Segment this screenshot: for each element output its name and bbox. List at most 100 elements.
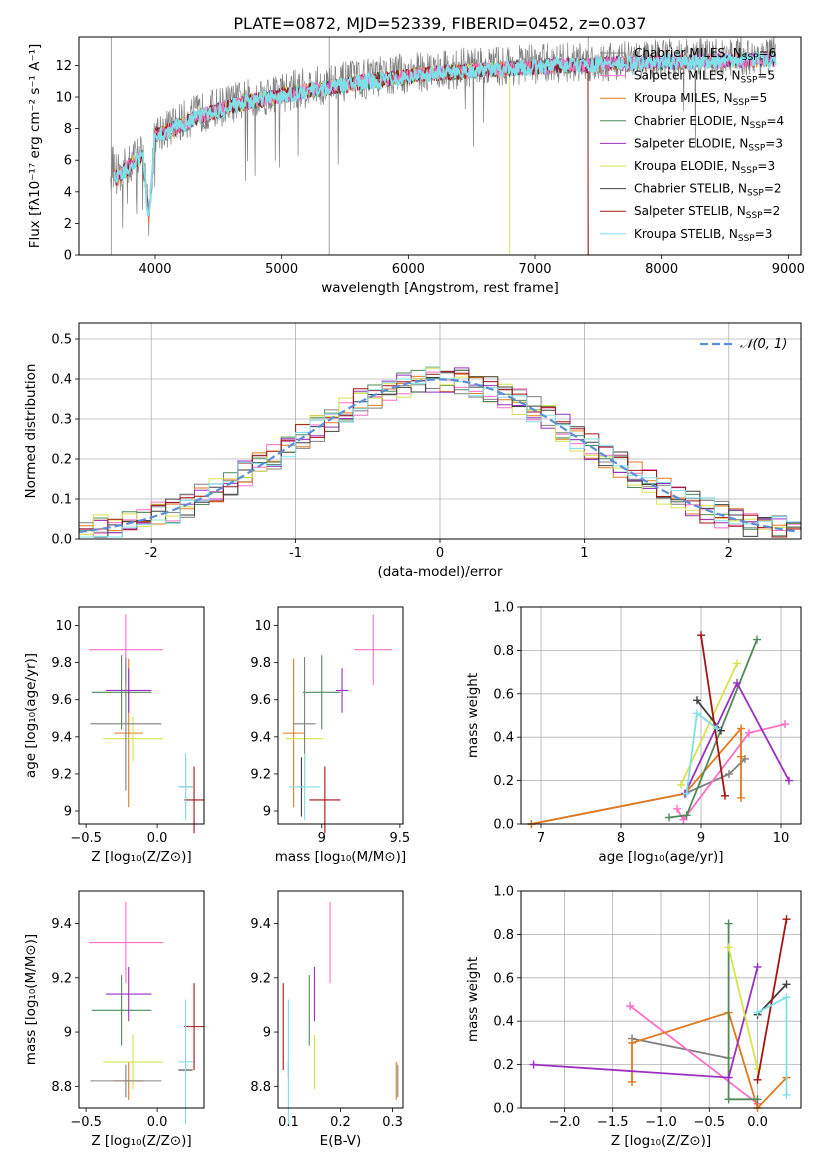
chart-age_vs_Z: −0.5 0.0 9 9.2 9.4 9.6 9.8 10 Z [log₁₀(Z/Z⊙)] age… [23,606,205,865]
weight-marker-series-3 [724,919,733,928]
weight-line-series-1 [676,723,786,822]
weight-marker-series-7 [753,1075,762,1084]
weight-line-series-7 [756,919,788,1080]
legend-label-7: Salpeter STELIB, NSSP=2 [634,204,780,221]
y-tick-label: 0.2 [51,453,72,468]
x-tick-label: 8000 [645,262,678,277]
y-tick-label: 9.4 [250,730,271,745]
chart-residual_hist: -2 -1 0 1 2 0.0 0.1 0.2 0.3 0.4 0.5 (data-model)/er… [23,322,802,580]
figure-title: PLATE=0872, MJD=52339, FIBERID=0452, z=0… [233,14,646,33]
y-tick-label: 0.0 [51,533,72,548]
plot-frame [520,890,802,1109]
weight-line-series-0 [531,758,746,825]
weight-marker-series-7 [782,915,791,924]
weight-marker-series-7 [721,791,729,800]
y-tick-label: 0.3 [51,413,72,428]
weight-marker-series-2 [737,724,745,733]
x-tick-label: 10 [773,831,790,846]
x-axis-label: E(B-V) [320,1133,362,1149]
x-tick-label: 0.0 [147,1115,168,1130]
legend-label-4: Salpeter ELODIE, NSSP=3 [634,136,783,153]
y-axis-label: mass [log₁₀(M/M⊙)] [23,934,39,1065]
weight-marker-series-4 [724,1073,733,1082]
x-axis-label: Z [log₁₀(Z/Z⊙)] [611,1133,711,1149]
legend-label-6: Chabrier STELIB, NSSP=2 [634,182,782,199]
y-tick-label: 9.6 [250,693,271,708]
histogram-steps [79,366,801,538]
y-tick-label: 10 [55,91,72,106]
x-tick-label: 5000 [265,262,298,277]
y-tick-label: 0.0 [493,818,514,833]
x-axis-label: (data-model)/error [377,564,503,580]
histogram-series-8 [79,366,801,538]
weight-line-series-0 [631,1037,729,1059]
weight-marker-series-1 [781,720,789,729]
legend-label-0: Chabrier MILES, NSSP=6 [634,46,776,63]
y-tick-label: 9 [64,805,72,820]
plot-frame [78,606,205,825]
chart-weight_vs_Z: −2.0 −1.5 −1.0 −0.5 0.0 0.0 0.2 0.4 0.6 0.8 1.0 Z [… [465,885,802,1149]
plot-frame [520,606,802,825]
y-axis-label: mass weight [465,673,481,758]
y-axis-label: Normed distribution [23,364,39,499]
x-tick-label: −1.5 [597,1115,629,1130]
x-axis-label: age [log₁₀(age/yr)] [598,849,723,865]
chart-spectrum: 4000 5000 6000 7000 8000 9000 0 2 4 6 8 10 12 wavelen… [27,36,805,296]
weight-line-series-1 [629,1005,759,1105]
spectrum-lines [110,37,777,255]
weight-marker-series-1 [673,804,681,813]
y-tick-label: 0.6 [493,971,514,986]
x-tick-label: 0.0 [747,1115,768,1130]
chart-mass_vs_ebv: 0.1 0.2 0.38.899.29.4E(B-V) [250,890,404,1149]
x-tick-label: 9 [697,831,705,846]
y-tick-label: 9.4 [51,730,72,745]
weight-marker-series-5 [677,780,685,789]
x-tick-label: 9.5 [390,831,411,846]
x-tick-label: 0.0 [147,831,168,846]
weight-marker-series-1 [745,728,753,737]
y-axis-label: Flux [fλ10⁻¹⁷ erg cm⁻² s⁻¹ A⁻¹] [27,44,43,249]
weight-marker-series-1 [679,815,688,824]
legend-label-1: Salpeter MILES, NSSP=5 [634,69,775,86]
model-line-series-8 [113,51,777,217]
x-tick-label: 9000 [772,262,805,277]
legend-label-3: Chabrier ELODIE, NSSP=4 [634,114,784,131]
gaussian-reference-line [79,378,799,534]
y-tick-label: 0.4 [493,731,514,746]
x-tick-label: 9 [318,831,326,846]
weight-marker-series-4 [753,962,762,971]
y-tick-label: 8 [64,122,72,137]
x-tick-label: 7 [537,831,545,846]
y-tick-label: 9.2 [51,767,72,782]
y-tick-label: 1.0 [493,601,514,616]
x-axis-label: Z [log₁₀(Z/Z⊙)] [91,1133,191,1149]
legend-label-8: Kroupa STELIB, NSSP=3 [634,227,772,244]
y-tick-label: 4 [64,185,72,200]
chart-mass_vs_Z: −0.5 0.0 8.8 9 9.2 9.4 Z [log₁₀(Z/Z⊙)] mass [lo… [23,890,205,1149]
x-tick-label: 1 [580,546,588,561]
x-tick-label: −0.5 [70,1115,102,1130]
plot-frame [78,890,205,1109]
x-tick-label: 6000 [392,262,425,277]
weight-marker-series-5 [724,943,733,952]
legend-label: 𝒩(0, 1) [740,337,787,352]
legend: Chabrier MILES, NSSP=6 Salpeter MILES, NS… [600,46,784,244]
x-tick-label: −0.5 [693,1115,725,1130]
x-axis-label: Z [log₁₀(Z/Z⊙)] [91,849,191,865]
x-tick-label: 4000 [138,262,171,277]
legend-label-2: Kroupa MILES, NSSP=5 [634,91,767,108]
weight-marker-series-2 [737,752,745,761]
y-tick-label: 0.2 [493,1058,514,1073]
y-tick-label: 0.6 [493,687,514,702]
x-tick-label: 0 [436,546,444,561]
y-tick-label: 0.4 [493,1015,514,1030]
y-tick-label: 8.8 [51,1080,72,1095]
plot-frame [78,322,802,540]
plot-frame [78,36,802,256]
weight-marker-series-0 [725,770,733,779]
x-tick-label: 7000 [518,262,551,277]
x-tick-label: −0.5 [70,831,102,846]
y-tick-label: 0.4 [51,373,72,388]
